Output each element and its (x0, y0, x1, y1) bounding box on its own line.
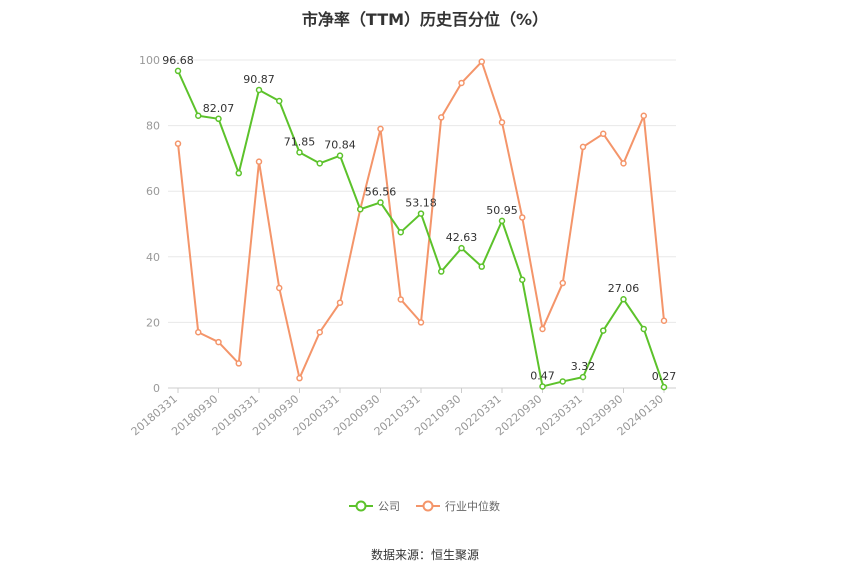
data-point (195, 112, 202, 120)
data-point (438, 114, 445, 121)
data-point (215, 338, 222, 346)
data-label: 42.63 (446, 231, 478, 244)
legend-marker-1[interactable] (422, 500, 434, 512)
y-tick-label: 100 (139, 54, 160, 67)
data-point (458, 79, 465, 87)
data-point (316, 328, 323, 336)
data-point (620, 295, 627, 303)
data-point (438, 268, 445, 275)
chart-title: 市净率（TTM）历史百分位（%） (301, 10, 549, 29)
data-point (519, 214, 526, 221)
y-tick-label: 40 (146, 251, 160, 264)
data-point (478, 263, 485, 270)
legend-label-1[interactable]: 行业中位数 (445, 499, 500, 513)
data-point (600, 130, 607, 138)
data-label: 0.27 (652, 370, 677, 383)
data-point (255, 86, 263, 94)
data-point (417, 210, 425, 217)
data-point (519, 276, 526, 284)
data-label: 0.47 (530, 369, 555, 382)
data-point (417, 319, 425, 326)
data-point (620, 160, 627, 167)
data-point (660, 383, 668, 391)
data-point (174, 140, 182, 147)
data-point (498, 217, 506, 225)
legend-marker-0[interactable] (355, 500, 367, 512)
data-point (336, 299, 344, 306)
data-label: 96.68 (162, 54, 194, 67)
data-point (478, 58, 485, 65)
data-labels: 96.68 82.07 90.87 71.85 70.84 56.56 53.18 42.63… (162, 54, 676, 383)
legend[interactable]: 公司 行业中位数 (349, 499, 500, 513)
data-point (458, 244, 465, 252)
data-point (336, 152, 344, 159)
data-source: 数据来源：恒生聚源 (370, 548, 479, 562)
data-label: 27.06 (608, 282, 640, 295)
data-label: 70.84 (324, 139, 356, 152)
data-point (579, 373, 587, 381)
data-point (235, 169, 242, 177)
data-point (296, 149, 303, 156)
data-point (174, 67, 182, 75)
data-point (276, 97, 283, 105)
data-point (357, 205, 364, 213)
data-point (397, 296, 404, 303)
data-label: 71.85 (284, 135, 316, 148)
y-tick-label: 80 (146, 120, 160, 133)
data-label: 82.07 (203, 102, 235, 115)
legend-label-0[interactable]: 公司 (378, 500, 400, 513)
y-tick-label: 20 (146, 316, 160, 329)
series-line-0 (177, 70, 665, 388)
series-line-1 (177, 60, 665, 380)
data-label: 56.56 (365, 185, 397, 198)
data-point (559, 279, 566, 287)
data-point (660, 317, 668, 325)
data-point (397, 228, 404, 236)
data-label: 53.18 (405, 197, 437, 210)
y-tick-label: 0 (153, 382, 160, 395)
data-point (195, 328, 202, 336)
data-point (377, 125, 384, 133)
data-point (255, 158, 263, 165)
data-label: 3.32 (571, 360, 596, 373)
y-tick-label: 60 (146, 185, 160, 198)
data-point (498, 119, 506, 126)
data-point (296, 374, 303, 382)
data-point (215, 115, 222, 123)
data-point (316, 160, 323, 167)
series-group (174, 58, 668, 391)
data-point (377, 199, 384, 206)
data-label: 50.95 (486, 204, 518, 217)
data-point (600, 327, 607, 334)
data-point (276, 284, 283, 292)
data-point (640, 112, 647, 120)
data-point (235, 360, 242, 367)
x-axis: 2018033120180930201903312019093020200331… (129, 388, 666, 438)
data-point (640, 325, 647, 333)
data-point (539, 383, 546, 390)
data-point (539, 325, 546, 333)
data-point (579, 143, 587, 151)
data-point (559, 378, 566, 385)
y-axis: 0 20 40 60 80 100 (139, 54, 160, 395)
data-label: 90.87 (243, 73, 275, 86)
